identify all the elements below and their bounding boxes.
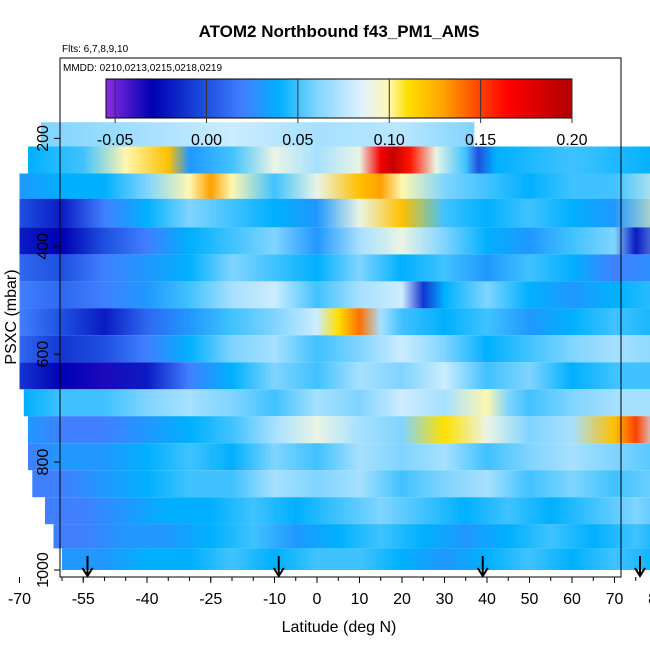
heatmap-band xyxy=(28,416,650,444)
flight-arrow xyxy=(81,556,94,578)
flight-arrows xyxy=(81,556,646,578)
heatmap-band xyxy=(19,254,650,282)
colorbar-tick-label: 0.05 xyxy=(282,132,313,149)
heatmap-band xyxy=(40,122,475,147)
x-tick-label: -55 xyxy=(72,591,95,608)
heatmap-band xyxy=(23,389,650,417)
heatmap-band xyxy=(19,198,650,228)
y-tick-label: 400 xyxy=(35,233,52,260)
x-tick-label: 20 xyxy=(393,591,411,608)
heatmap-band xyxy=(32,470,650,498)
colorbar-tick-label: 0.10 xyxy=(374,132,405,149)
x-tick-label: -10 xyxy=(263,591,286,608)
chart-title: ATOM2 Northbound f43_PM1_AMS xyxy=(199,22,480,41)
x-tick-label: 70 xyxy=(606,591,624,608)
x-tick-label: -40 xyxy=(135,591,158,608)
heatmap-band xyxy=(19,335,650,363)
x-axis: -70 -55 -40 -25 -10 0 10 20 30 40 50 60 70 80 xyxy=(8,577,650,608)
colorbar: -0.05 0.00 0.05 0.10 0.15 0.20 xyxy=(97,78,588,149)
flight-arrow xyxy=(476,556,489,578)
plot-frame xyxy=(59,57,622,578)
heatmap-band xyxy=(19,362,650,390)
y-tick-label: 800 xyxy=(35,449,52,476)
colorbar-tick-label: 0.00 xyxy=(191,132,222,149)
x-tick-label: 0 xyxy=(313,591,322,608)
x-tick-label: 80 xyxy=(648,591,650,608)
y-tick-label: 200 xyxy=(35,125,52,152)
heatmap-band xyxy=(28,146,650,174)
heatmap-band xyxy=(62,548,650,570)
heatmap-layer xyxy=(19,122,650,570)
flight-arrow xyxy=(634,556,646,578)
heatmap-band xyxy=(28,443,650,471)
x-tick-label: 10 xyxy=(351,591,369,608)
flights-note: Flts: 6,7,8,9,10 xyxy=(62,44,129,55)
x-tick-label: -70 xyxy=(8,591,31,608)
colorbar-gradient xyxy=(105,78,573,119)
x-tick-label: 40 xyxy=(478,591,496,608)
heatmap-band xyxy=(53,524,650,549)
colorbar-tick-label: 0.15 xyxy=(465,132,496,149)
x-tick-label: 30 xyxy=(436,591,454,608)
flight-arrow xyxy=(272,556,285,578)
colorbar-tick-label: 0.20 xyxy=(556,132,587,149)
heatmap-band xyxy=(19,227,650,255)
y-axis-label: PSXC (mbar) xyxy=(3,269,20,364)
y-tick-label: 1000 xyxy=(35,552,52,588)
x-tick-label: 50 xyxy=(521,591,539,608)
y-axis: 200 400 600 800 1000 xyxy=(35,125,60,588)
heatmap-band xyxy=(19,281,650,309)
dates-note: MMDD: 0210,0213,0215,0218,0219 xyxy=(63,63,222,74)
y-tick-label: 600 xyxy=(35,341,52,368)
x-axis-label: Latitude (deg N) xyxy=(282,619,397,636)
heatmap-band xyxy=(45,497,650,525)
heatmap-band xyxy=(19,308,650,336)
x-tick-label: 60 xyxy=(563,591,581,608)
heatmap-band xyxy=(19,173,650,199)
x-tick-label: -25 xyxy=(199,591,222,608)
colorbar-tick-label: -0.05 xyxy=(97,132,134,149)
